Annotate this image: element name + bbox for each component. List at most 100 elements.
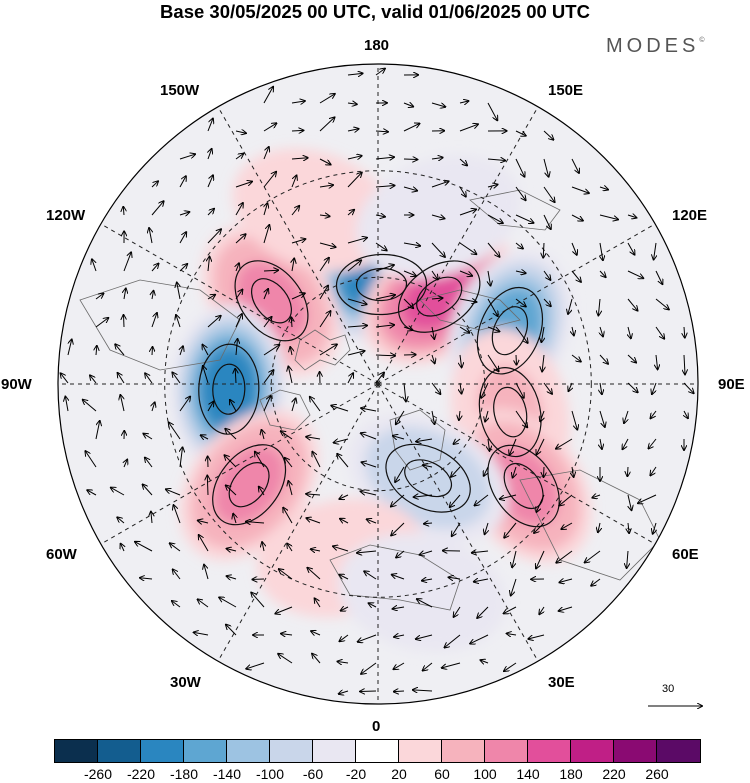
wind-arrow <box>653 522 656 534</box>
wind-arrow <box>180 346 183 356</box>
wind-arrow <box>536 494 545 512</box>
wind-arrow <box>291 293 305 300</box>
wind-arrow <box>472 551 489 553</box>
wind-arrow <box>488 438 490 451</box>
wind-arrow <box>416 634 433 639</box>
latitude-circle <box>164 170 592 598</box>
wind-arrow <box>207 119 213 132</box>
wind-arrow <box>543 298 551 306</box>
wind-arrow <box>347 173 362 188</box>
wind-arrow <box>511 578 517 596</box>
wind-arrow <box>655 270 662 284</box>
wind-arrow <box>235 234 246 244</box>
meridian-line <box>100 223 379 385</box>
wind-arrow <box>333 546 349 552</box>
wind-arrow <box>251 593 265 608</box>
wind-arrow <box>416 439 433 442</box>
wind-arrow <box>319 215 330 216</box>
wind-arrow <box>600 326 603 336</box>
wind-arrow <box>571 354 581 362</box>
height-contour <box>397 260 481 333</box>
colorbar-swatch <box>399 740 442 762</box>
wind-arrow <box>310 397 321 412</box>
wind-arrow <box>235 314 242 328</box>
colorbar-swatch <box>442 740 485 762</box>
wind-arrow <box>281 431 293 440</box>
colorbar-swatch <box>98 740 141 762</box>
wind-arrow <box>627 550 628 568</box>
wind-arrow <box>403 103 413 107</box>
wind-arrow <box>396 410 405 424</box>
wind-arrow <box>651 410 657 418</box>
wind-arrow <box>236 263 239 272</box>
height-contour <box>212 444 287 526</box>
wind-arrow <box>393 607 405 609</box>
wind-arrow <box>291 206 299 216</box>
wind-arrow <box>61 373 69 384</box>
wind-arrow <box>291 176 297 188</box>
wind-arrow <box>292 259 294 272</box>
wind-arrow <box>347 238 367 244</box>
wind-arrow <box>169 423 181 440</box>
wind-arrow <box>451 466 461 477</box>
wind-arrow <box>450 494 461 507</box>
wind-arrow <box>263 172 276 188</box>
lon-label-90w: 90W <box>1 376 32 393</box>
wind-arrow <box>235 203 243 216</box>
height-contour <box>234 260 309 342</box>
wind-arrow <box>599 187 608 190</box>
colorbar-tick-label: 100 <box>473 766 497 782</box>
wind-arrow <box>487 354 499 371</box>
wind-arrow <box>559 579 573 582</box>
colorbar-tick-label: 20 <box>391 766 407 782</box>
wind-arrow <box>571 270 581 282</box>
colorbar <box>54 739 701 763</box>
colorbar-swatch <box>356 740 399 762</box>
wind-arrow <box>124 460 127 468</box>
wind-arrow <box>504 522 517 538</box>
wind-arrow <box>559 606 573 611</box>
height-contour <box>416 276 463 317</box>
wind-arrow <box>235 290 242 300</box>
wind-arrow <box>638 494 657 503</box>
wind-arrow <box>481 660 489 663</box>
height-contour <box>476 286 544 375</box>
wind-arrow <box>179 397 190 412</box>
wind-arrow <box>600 242 603 260</box>
wind-arrow <box>683 382 694 393</box>
wind-arrow <box>263 345 279 356</box>
wind-arrow <box>534 522 545 533</box>
lon-label-150e: 150E <box>548 82 584 99</box>
wind-arrow <box>485 522 488 534</box>
wind-arrow <box>180 447 183 468</box>
wind-arrow <box>375 265 394 272</box>
wind-arrow <box>263 270 278 271</box>
wind-arrow <box>393 436 405 439</box>
wind-arrow <box>543 242 544 258</box>
wind-arrow <box>67 340 72 356</box>
wind-arrow <box>656 354 658 369</box>
wind-arrow <box>319 94 335 104</box>
wind-arrow <box>177 283 180 300</box>
colorbar-swatch <box>55 740 98 762</box>
colorbar-tick-label: -180 <box>169 766 199 782</box>
wind-arrow <box>118 373 125 384</box>
wind-arrow <box>487 102 497 120</box>
wind-arrow <box>627 298 638 311</box>
wind-arrow <box>306 518 321 524</box>
wind-arrow <box>291 239 305 244</box>
wind-arrow <box>571 186 589 193</box>
wind-arrow <box>347 298 367 304</box>
height-contour <box>355 267 408 302</box>
height-contours <box>198 253 560 528</box>
wind-arrow <box>83 400 97 412</box>
wind-arrow <box>246 522 265 523</box>
wind-arrow <box>515 186 526 200</box>
wind-arrow <box>572 466 574 477</box>
wind-arrow <box>628 326 631 338</box>
wind-arrow <box>624 410 629 423</box>
wind-arrow <box>288 481 292 496</box>
wind-arrow <box>515 410 527 427</box>
lon-label-30e: 30E <box>548 674 575 691</box>
wind-arrow <box>361 433 377 440</box>
